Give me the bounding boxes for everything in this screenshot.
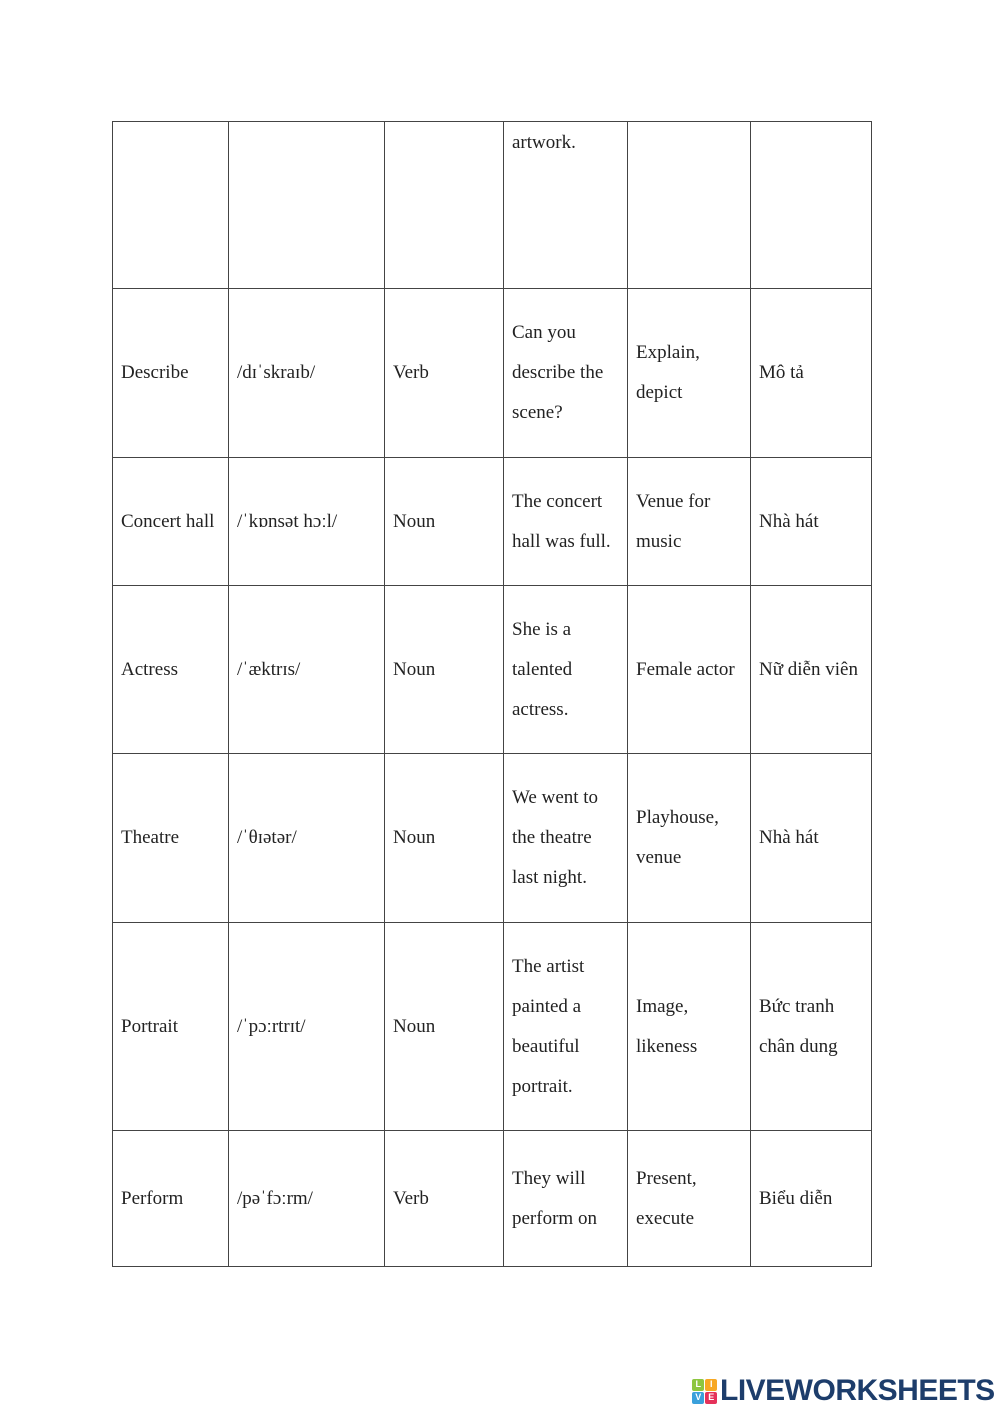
- cell-meaning: Mô tả: [750, 288, 872, 458]
- cell-example: The artist painted a beautiful portrait.: [503, 922, 628, 1131]
- cell-example: The concert hall was full.: [503, 457, 628, 586]
- cell-meaning: Nhà hát: [750, 753, 872, 923]
- cell-type: Noun: [384, 585, 504, 754]
- cell-synonym: [627, 121, 751, 289]
- cell-ipa: /ˈæktrɪs/: [228, 585, 385, 754]
- logo-text: LIVEWORKSHEETS: [720, 1374, 995, 1407]
- cell-example: She is a talented actress.: [503, 585, 628, 754]
- logo-letter-block: V: [692, 1391, 704, 1404]
- cell-example: We went to the theatre last night.: [503, 753, 628, 923]
- table-row: Concert hall/ˈkɒnsət hɔːl/Noun The concer…: [112, 457, 872, 586]
- vocabulary-table: artwork. Describe/dɪˈskraɪb/Verb Can you d…: [112, 121, 872, 1267]
- logo-letter-block: L: [692, 1378, 704, 1391]
- cell-synonym: Explain, depict: [627, 288, 751, 458]
- cell-synonym: Playhouse, venue: [627, 753, 751, 923]
- cell-type: Noun: [384, 457, 504, 586]
- cell-word: Actress: [112, 585, 229, 754]
- cell-meaning: [750, 121, 872, 289]
- cell-example: artwork.: [503, 121, 628, 289]
- cell-ipa: [228, 121, 385, 289]
- logo-letter-block: E: [705, 1391, 717, 1404]
- cell-meaning: Bức tranh chân dung: [750, 922, 872, 1131]
- cell-word: Describe: [112, 288, 229, 458]
- cell-word: Theatre: [112, 753, 229, 923]
- table-row: Perform/pəˈfɔːrm/Verb They will perform o…: [112, 1130, 872, 1267]
- cell-meaning: Nhà hát: [750, 457, 872, 586]
- table-row: Theatre/ˈθɪətər/Noun We went to the theat…: [112, 753, 872, 923]
- table-row: Describe/dɪˈskraɪb/Verb Can you describe …: [112, 288, 872, 458]
- cell-word: [112, 121, 229, 289]
- cell-ipa: /dɪˈskraɪb/: [228, 288, 385, 458]
- cell-ipa: /ˈkɒnsət hɔːl/: [228, 457, 385, 586]
- cell-type: Verb: [384, 1130, 504, 1267]
- cell-example: Can you describe the scene?: [503, 288, 628, 458]
- cell-synonym: Female actor: [627, 585, 751, 754]
- logo-letter-block: I: [705, 1378, 717, 1391]
- cell-ipa: /ˈpɔːrtrɪt/: [228, 922, 385, 1131]
- cell-ipa: /ˈθɪətər/: [228, 753, 385, 923]
- table-row: Portrait/ˈpɔːrtrɪt/Noun The artist painte…: [112, 922, 872, 1131]
- cell-type: [384, 121, 504, 289]
- cell-word: Concert hall: [112, 457, 229, 586]
- cell-meaning: Nữ diễn viên: [750, 585, 872, 754]
- cell-ipa: /pəˈfɔːrm/: [228, 1130, 385, 1267]
- cell-synonym: Present, execute: [627, 1130, 751, 1267]
- cell-type: Verb: [384, 288, 504, 458]
- cell-synonym: Venue for music: [627, 457, 751, 586]
- table-row: artwork.: [112, 121, 872, 289]
- cell-type: Noun: [384, 753, 504, 923]
- cell-word: Portrait: [112, 922, 229, 1131]
- cell-type: Noun: [384, 922, 504, 1131]
- cell-word: Perform: [112, 1130, 229, 1267]
- table-row: Actress/ˈæktrɪs/Noun She is a talented ac…: [112, 585, 872, 754]
- cell-synonym: Image, likeness: [627, 922, 751, 1131]
- cell-meaning: Biểu diễn: [750, 1130, 872, 1267]
- cell-example: They will perform on: [503, 1130, 628, 1267]
